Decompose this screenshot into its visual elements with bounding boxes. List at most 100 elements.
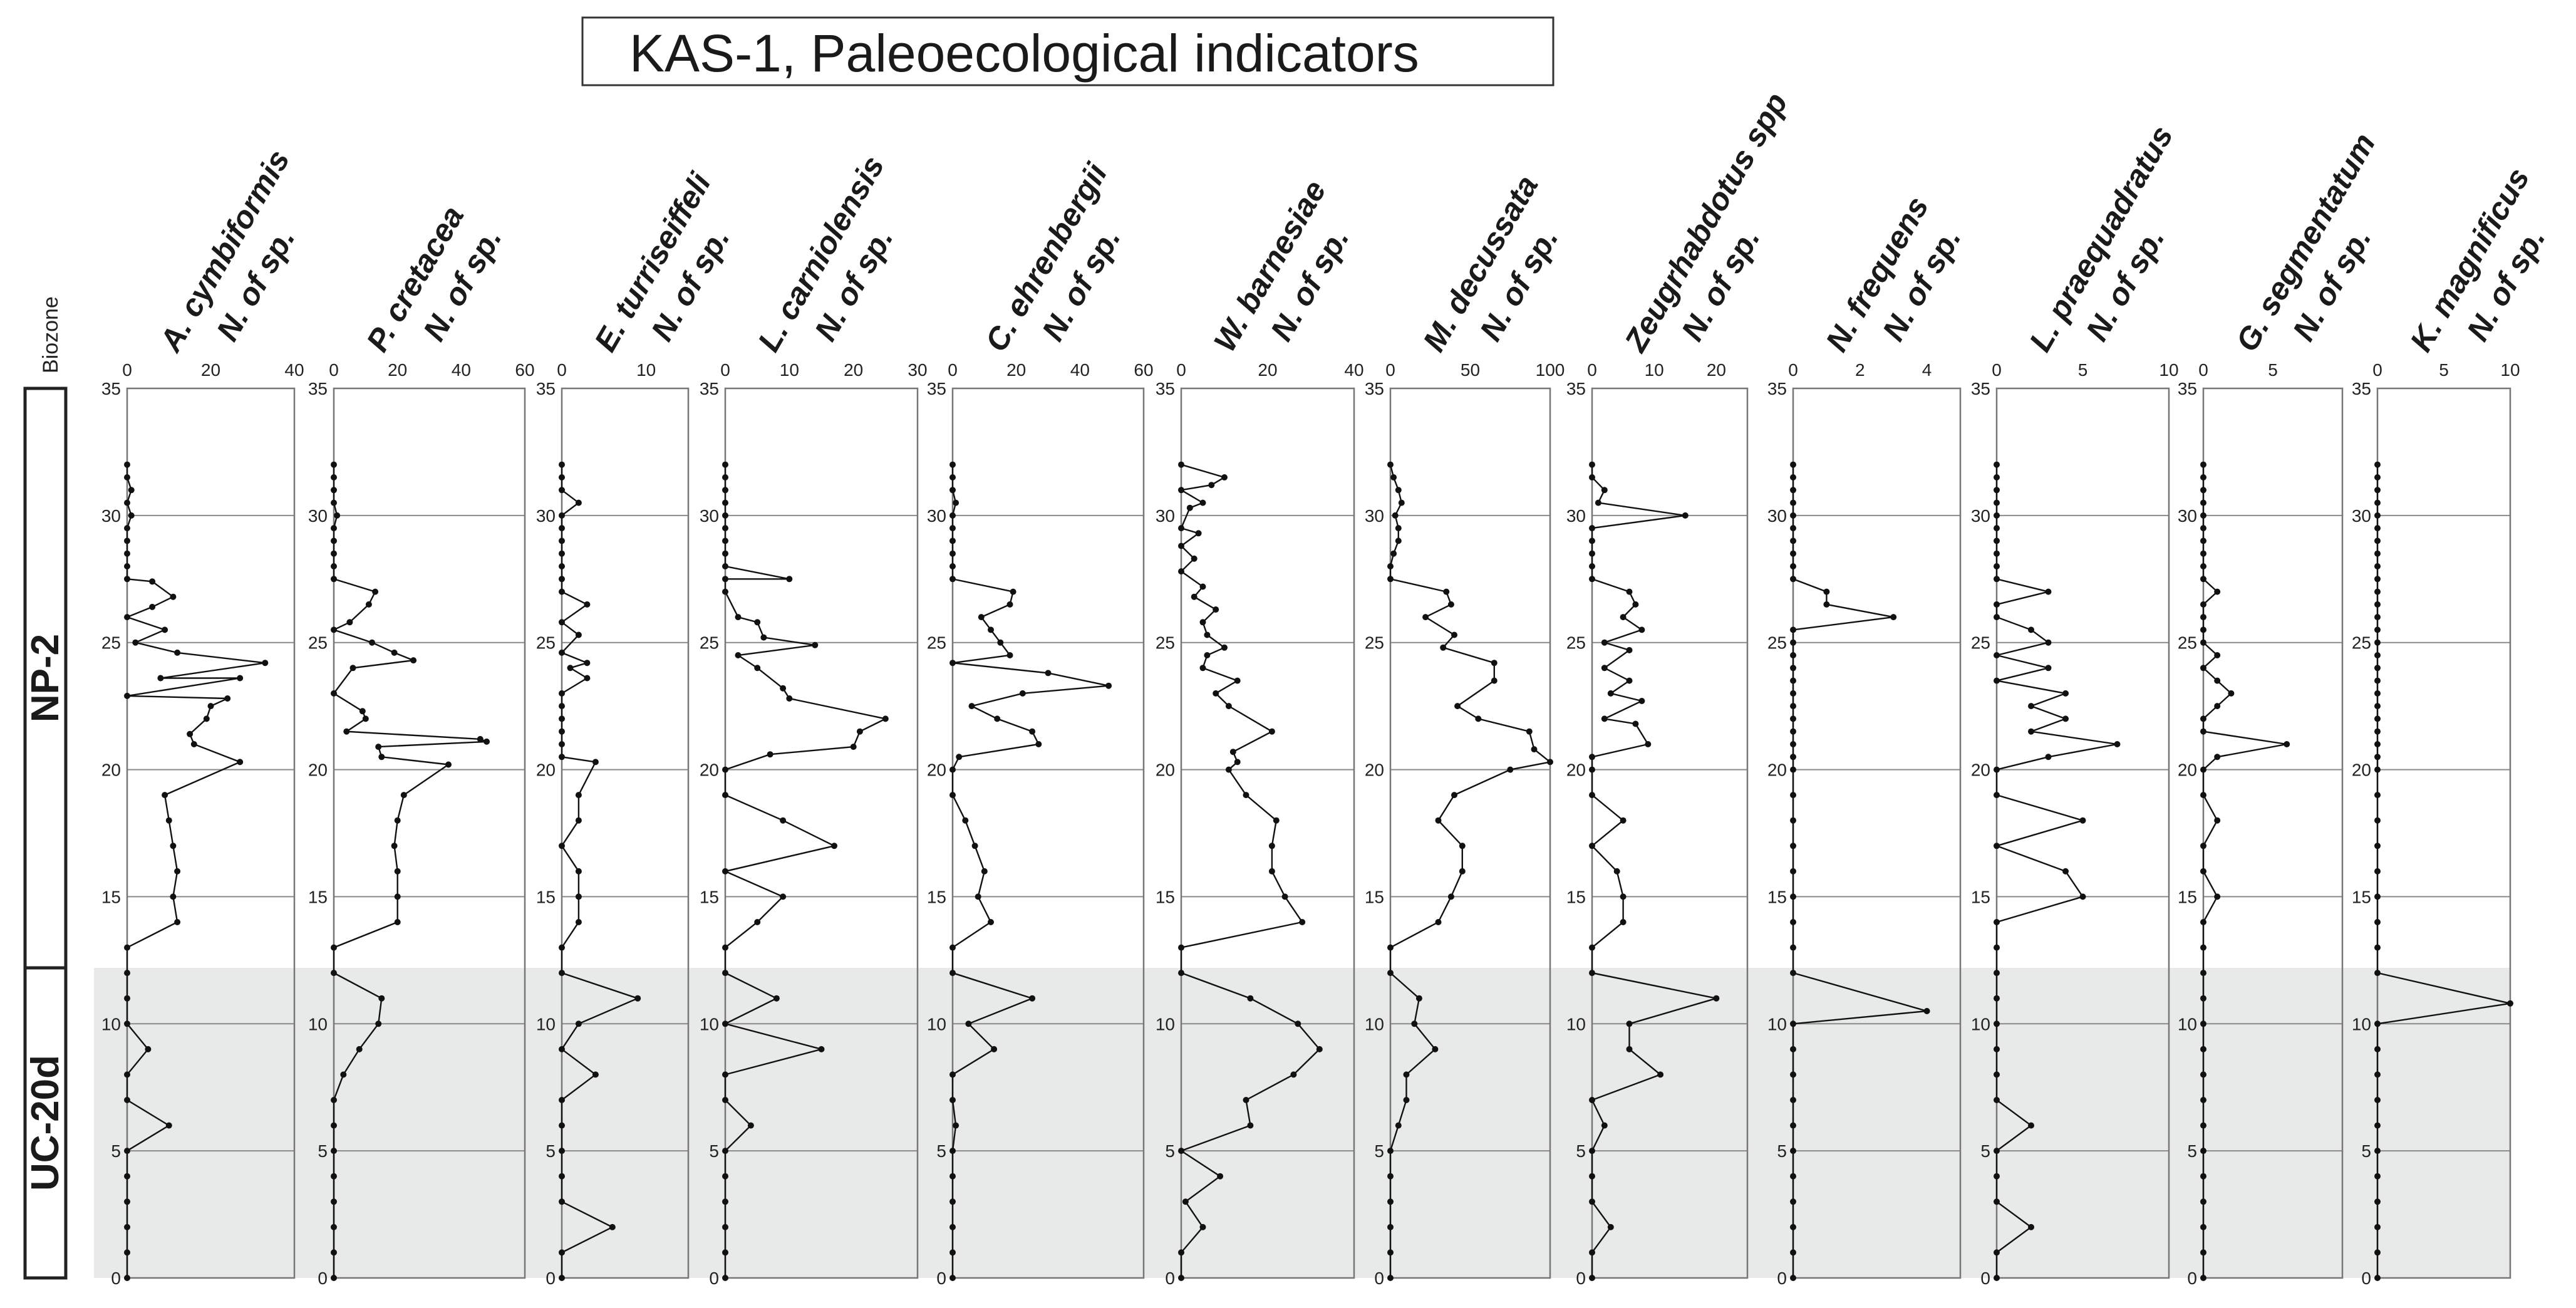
data-point: [1994, 601, 2000, 608]
data-point: [124, 537, 130, 544]
data-point: [575, 499, 582, 506]
data-point: [331, 690, 337, 697]
x-tick-label: 0: [2372, 360, 2382, 380]
data-point: [1607, 690, 1614, 697]
depth-tick-label: 25: [1156, 633, 1175, 653]
data-point: [2374, 970, 2381, 977]
data-point: [1387, 1198, 1394, 1205]
data-point: [331, 563, 337, 569]
data-point: [1620, 817, 1627, 824]
data-point: [559, 537, 565, 544]
data-point: [975, 893, 981, 900]
data-point: [949, 1071, 956, 1078]
data-point: [722, 1198, 728, 1205]
depth-tick-label: 0: [2361, 1269, 2371, 1288]
depth-tick-label: 0: [2187, 1269, 2197, 1288]
data-point: [722, 792, 728, 799]
data-point: [584, 601, 591, 608]
data-point: [1208, 482, 1215, 489]
data-point: [2374, 525, 2381, 532]
panel-frame: [1389, 387, 1551, 1279]
data-point: [1790, 563, 1796, 569]
x-tick-label: 20: [1258, 360, 1277, 380]
data-point: [1178, 1275, 1184, 1281]
data-point: [722, 525, 728, 532]
data-point: [1221, 474, 1228, 480]
data-point: [203, 715, 210, 722]
data-point: [722, 1223, 728, 1230]
data-point: [1395, 525, 1402, 532]
data-point: [1010, 588, 1016, 595]
data-point: [1790, 868, 1796, 875]
data-point: [1790, 677, 1796, 684]
data-point: [2374, 919, 2381, 925]
data-point: [124, 461, 130, 468]
data-point: [2374, 754, 2381, 760]
depth-tick-label: 20: [1971, 760, 1990, 780]
depth-tick-label: 25: [927, 633, 946, 653]
data-point: [2200, 1046, 2206, 1052]
data-point: [856, 728, 863, 735]
data-point: [1626, 1020, 1633, 1027]
data-point: [735, 614, 742, 621]
data-point: [747, 1122, 754, 1129]
data-point: [2114, 741, 2121, 747]
data-point: [331, 626, 337, 633]
data-point: [1994, 1198, 2000, 1205]
data-point: [559, 461, 565, 468]
data-point: [2028, 703, 2034, 710]
data-point: [949, 792, 956, 799]
data-point: [1790, 487, 1796, 494]
data-point: [1607, 1223, 1614, 1230]
data-point: [124, 1249, 130, 1256]
data-point: [1395, 537, 1402, 544]
data-point: [567, 665, 574, 672]
data-point: [132, 639, 139, 646]
x-tick-label: 10: [636, 360, 656, 380]
depth-tick-label: 5: [111, 1141, 121, 1161]
data-point: [369, 639, 375, 646]
data-point: [1994, 1097, 2000, 1103]
depth-tick-label: 25: [101, 633, 121, 653]
data-point: [1790, 550, 1796, 557]
data-point: [1790, 703, 1796, 710]
data-point: [1225, 766, 1232, 773]
figure-title: KAS-1, Paleoecological indicators: [629, 24, 1419, 83]
data-point: [2200, 1020, 2206, 1027]
data-point: [1994, 525, 2000, 532]
data-point: [722, 550, 728, 557]
data-point: [2200, 868, 2206, 875]
data-point: [484, 738, 490, 745]
depth-tick-label: 35: [700, 379, 719, 398]
data-point: [575, 792, 582, 799]
data-point: [949, 1173, 956, 1180]
data-point: [1290, 1071, 1297, 1078]
data-point: [559, 1249, 565, 1256]
data-point: [1790, 843, 1796, 849]
depth-tick-label: 30: [308, 506, 328, 526]
data-point: [124, 563, 130, 569]
data-point: [391, 843, 398, 849]
data-point: [2200, 843, 2206, 849]
data-point: [2200, 614, 2206, 621]
data-point: [1589, 1198, 1595, 1205]
data-point: [559, 619, 565, 626]
data-point: [1213, 690, 1219, 697]
data-point: [170, 593, 177, 600]
data-point: [2200, 1148, 2206, 1155]
data-point: [1299, 919, 1306, 925]
data-point: [1994, 677, 2000, 684]
data-point: [124, 1148, 130, 1155]
data-point: [334, 512, 341, 519]
data-point: [124, 692, 130, 699]
data-point: [2374, 1020, 2381, 1027]
data-point: [949, 1249, 956, 1256]
x-tick-label: 5: [2439, 360, 2449, 380]
data-point: [722, 1097, 728, 1103]
x-tick-label: 40: [1070, 360, 1090, 380]
data-point: [410, 657, 417, 664]
data-point: [162, 626, 168, 633]
x-tick-label: 100: [1536, 360, 1565, 380]
